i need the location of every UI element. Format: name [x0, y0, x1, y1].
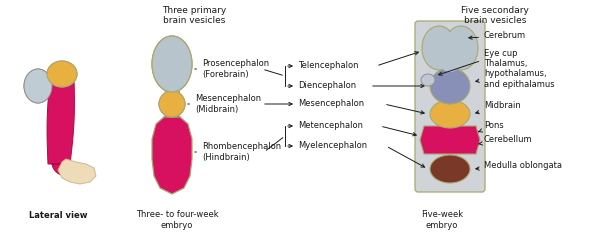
Text: Lateral view: Lateral view — [29, 212, 87, 220]
Ellipse shape — [159, 91, 185, 117]
Text: Myelencephalon: Myelencephalon — [298, 142, 367, 150]
Text: Mesencephalon: Mesencephalon — [298, 99, 364, 109]
FancyBboxPatch shape — [415, 21, 485, 192]
Polygon shape — [152, 117, 192, 194]
Ellipse shape — [165, 85, 179, 97]
Text: Metencephalon: Metencephalon — [298, 121, 363, 131]
Ellipse shape — [159, 91, 185, 117]
Ellipse shape — [430, 100, 470, 128]
Text: Five secondary
brain vesicles: Five secondary brain vesicles — [461, 6, 529, 26]
Ellipse shape — [24, 69, 52, 103]
Ellipse shape — [430, 155, 470, 183]
Ellipse shape — [430, 68, 470, 104]
Ellipse shape — [422, 26, 456, 70]
Polygon shape — [164, 116, 180, 122]
Text: Telencephalon: Telencephalon — [298, 62, 359, 70]
Text: Three- to four-week
embryο: Three- to four-week embryο — [136, 210, 219, 230]
Ellipse shape — [152, 36, 192, 92]
Text: Prosencephalon
(Forebrain): Prosencephalon (Forebrain) — [195, 59, 269, 79]
Ellipse shape — [47, 61, 77, 87]
Text: Three primary
brain vesicles: Three primary brain vesicles — [162, 6, 226, 26]
Text: Diencephalon: Diencephalon — [298, 81, 356, 91]
Ellipse shape — [24, 69, 52, 103]
Polygon shape — [47, 79, 76, 176]
Text: Five-week
embryο: Five-week embryο — [421, 210, 463, 230]
Text: Mesencephalon
(Midbrain): Mesencephalon (Midbrain) — [188, 94, 261, 114]
Ellipse shape — [47, 61, 77, 87]
Ellipse shape — [436, 32, 464, 72]
Text: Rhombencephalon
(Hindbrain): Rhombencephalon (Hindbrain) — [195, 142, 281, 162]
Polygon shape — [420, 126, 480, 154]
Text: Midbrain: Midbrain — [476, 102, 521, 114]
Polygon shape — [165, 91, 179, 96]
Text: Medulla oblongata: Medulla oblongata — [476, 161, 562, 171]
Polygon shape — [58, 159, 96, 184]
Ellipse shape — [152, 36, 192, 92]
Text: Eye cup: Eye cup — [439, 50, 518, 75]
Ellipse shape — [444, 26, 478, 70]
Text: Pons: Pons — [478, 121, 504, 132]
Ellipse shape — [421, 74, 435, 86]
Text: Cerebrum: Cerebrum — [469, 32, 526, 40]
Text: Cerebellum: Cerebellum — [478, 135, 532, 145]
Text: Thalamus,
hypothalamus,
and epithalamus: Thalamus, hypothalamus, and epithalamus — [476, 59, 555, 89]
